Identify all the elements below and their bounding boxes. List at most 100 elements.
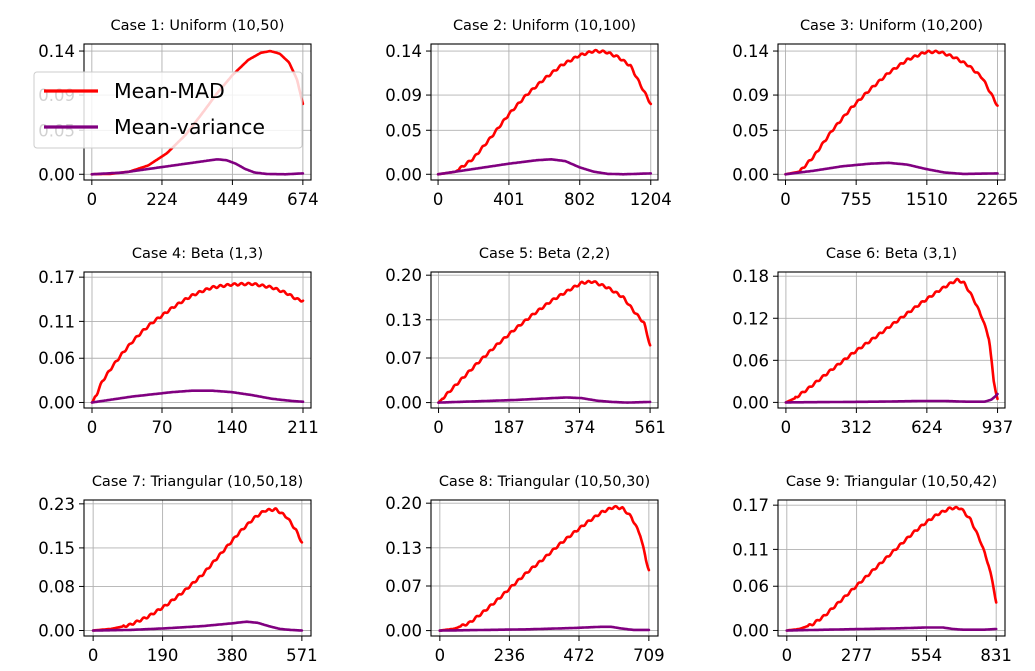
x-tick-label: 190 [147,646,179,665]
y-tick-label: 0.00 [732,165,769,184]
x-tick-label: 211 [287,418,319,437]
x-tick-label: 0 [87,190,98,209]
y-tick-label: 0.12 [732,309,769,328]
subplot-title: Case 9: Triangular (10,50,42) [786,474,997,490]
x-tick-label: 2265 [977,190,1019,209]
y-tick-label: 0.06 [732,351,769,370]
series-line-mean-variance [91,620,304,632]
legend-label-mean-mad: Mean-MAD [114,79,225,103]
x-tick-label: 571 [286,646,318,665]
y-tick-label: 0.00 [38,621,75,640]
x-tick-label: 709 [633,646,665,665]
x-tick-label: 224 [146,190,178,209]
y-tick-label: 0.05 [385,121,422,140]
y-tick-label: 0.23 [38,495,75,514]
y-tick-label: 0.18 [732,267,769,286]
y-tick-label: 0.00 [732,621,769,640]
plot-area-frame [83,271,312,409]
x-tick-label: 0 [780,190,791,209]
plot-area-frame [430,271,659,409]
legend-label-mean-variance: Mean-variance [114,115,265,139]
subplot-title: Case 1: Uniform (10,50) [111,18,285,34]
x-tick-label: 0 [433,190,444,209]
series-line-mean-mad [784,49,999,176]
subplot-case-4: Case 4: Beta (1,3) 0 70 140 211 0.00 0.06 0.11 0… [38,246,319,437]
x-tick-label: 0 [782,646,793,665]
y-tick-label: 0.00 [385,394,422,413]
plot-area-frame [777,499,1006,637]
y-tick-label: 0.14 [38,42,75,61]
subplot-title: Case 7: Triangular (10,50,18) [92,474,303,490]
y-tick-label: 0.00 [385,165,422,184]
y-tick-label: 0.11 [732,540,769,559]
x-tick-label: 0 [88,646,99,665]
y-tick-label: 0.07 [385,349,422,368]
plot-area-frame [83,499,312,637]
subplot-case-7: Case 7: Triangular (10,50,18) 0 190 380 571 0… [38,474,317,665]
y-tick-label: 0.06 [732,577,769,596]
x-tick-label: 624 [911,418,943,437]
y-tick-label: 0.00 [38,165,75,184]
y-tick-label: 0.17 [732,496,769,515]
series-line-mean-mad [90,281,305,404]
series-line-mean-variance [784,392,999,404]
y-tick-label: 0.13 [385,539,422,558]
subplot-title: Case 3: Uniform (10,200) [800,18,983,34]
y-tick-label: 0.09 [385,86,422,105]
y-tick-label: 0.00 [385,622,422,641]
series-line-mean-variance [90,389,305,404]
y-tick-label: 0.15 [38,539,75,558]
series-line-mean-mad [91,507,304,632]
y-tick-label: 0.11 [38,312,75,331]
x-tick-label: 277 [841,646,873,665]
series-line-mean-mad [437,279,652,404]
subplot-case-3: Case 3: Uniform (10,200) 0 755 1510 2265 0.00… [732,18,1018,209]
subplot-case-9: Case 9: Triangular (10,50,42) 0 277 554 831 0… [732,474,1012,665]
subplot-title: Case 6: Beta (3,1) [826,246,957,262]
x-tick-label: 1510 [906,190,948,209]
y-tick-label: 0.06 [38,349,75,368]
x-tick-label: 1204 [630,190,672,209]
series-line-mean-variance [90,158,305,176]
plot-area-frame [777,43,1006,181]
y-tick-label: 0.20 [385,494,422,513]
subplot-case-8: Case 8: Triangular (10,50,30) 0 236 472 709 0… [385,474,664,665]
y-tick-label: 0.14 [732,42,769,61]
x-tick-label: 374 [564,418,596,437]
x-tick-label: 312 [841,418,873,437]
x-tick-label: 831 [980,646,1012,665]
series-line-mean-mad [784,277,999,404]
y-tick-label: 0.00 [732,393,769,412]
x-tick-label: 401 [493,190,525,209]
x-tick-label: 70 [152,418,173,437]
y-tick-label: 0.20 [385,266,422,285]
subplot-title: Case 8: Triangular (10,50,30) [439,474,650,490]
y-tick-label: 0.07 [385,577,422,596]
legend-box [33,71,303,149]
x-tick-label: 561 [634,418,666,437]
series-line-mean-mad [436,48,653,176]
x-tick-label: 380 [216,646,248,665]
series-line-mean-variance [437,396,652,404]
series-line-mean-mad [438,504,651,632]
x-tick-label: 554 [911,646,943,665]
y-tick-label: 0.00 [38,393,75,412]
x-tick-label: 0 [435,646,446,665]
x-tick-label: 472 [563,646,595,665]
subplot-case-6: Case 6: Beta (3,1) 0 312 624 937 0.00 0.06 0.12… [732,246,1013,437]
subplot-case-2: Case 2: Uniform (10,100) 0 401 802 1204 0.00 0… [385,18,672,209]
subplot-case-5: Case 5: Beta (2,2) 0 187 374 561 0.00 0.07 0.13… [385,246,666,437]
x-tick-label: 674 [287,190,319,209]
y-tick-label: 0.14 [385,42,422,61]
series-line-mean-variance [438,625,651,632]
subplot-title: Case 5: Beta (2,2) [479,246,610,262]
x-tick-label: 187 [493,418,525,437]
series-line-mean-variance [436,158,653,176]
x-tick-label: 0 [433,418,444,437]
y-tick-label: 0.13 [385,311,422,330]
plot-area-frame [430,499,659,637]
x-tick-label: 236 [494,646,526,665]
subplot-title: Case 2: Uniform (10,100) [453,18,636,34]
subplot-title: Case 4: Beta (1,3) [132,246,263,262]
